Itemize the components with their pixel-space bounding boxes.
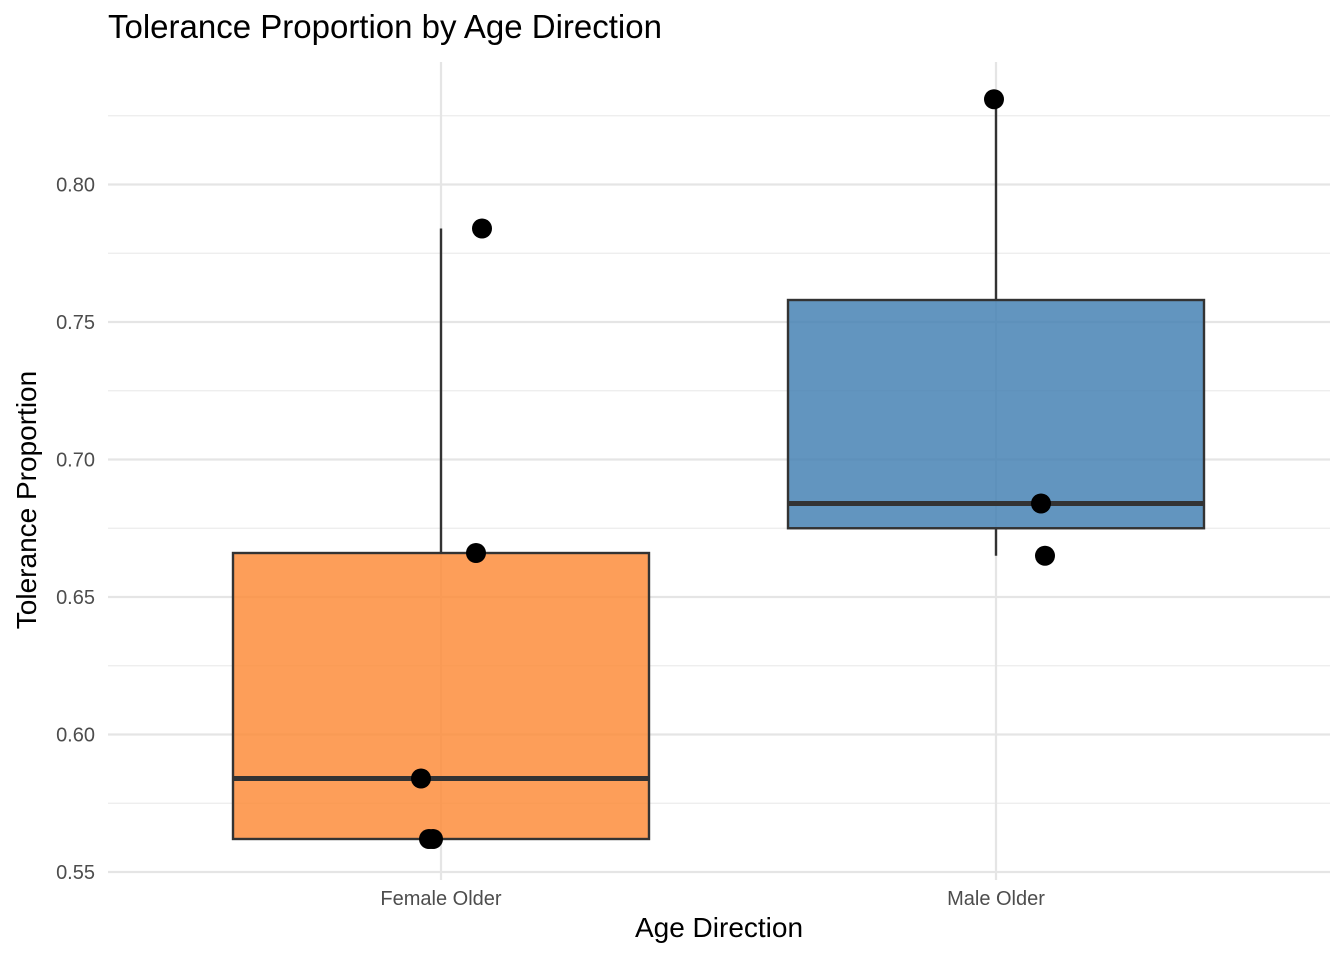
x-tick-label: Female Older: [380, 888, 501, 910]
y-tick-label: 0.55: [56, 862, 95, 884]
data-point: [466, 543, 486, 563]
y-tick-label: 0.75: [56, 312, 95, 334]
x-tick-label: Male Older: [947, 888, 1045, 910]
y-tick-label: 0.80: [56, 175, 95, 197]
data-point: [411, 768, 431, 789]
y-tick-label: 0.70: [56, 450, 95, 472]
y-axis-title-wrap: Tolerance Proportion: [2, 200, 52, 800]
data-point: [472, 218, 492, 239]
data-point: [423, 829, 443, 849]
data-point: [1035, 545, 1055, 566]
y-axis-title: Tolerance Proportion: [11, 370, 42, 630]
box-rect: [231, 551, 651, 841]
x-axis-title: Age Direction: [634, 912, 804, 943]
data-point: [984, 89, 1004, 110]
y-tick-label: 0.65: [56, 587, 95, 609]
tick-labels: 0.55 0.60 0.65 0.70 0.75 0.80 Female Older Male…: [56, 175, 1045, 911]
chart-title: Tolerance Proportion by Age Direction: [108, 8, 662, 45]
box-rect: [786, 298, 1206, 530]
data-point: [1031, 493, 1051, 514]
data-points: [411, 89, 1055, 849]
boxes: [231, 99, 1206, 841]
y-tick-label: 0.60: [56, 725, 95, 747]
